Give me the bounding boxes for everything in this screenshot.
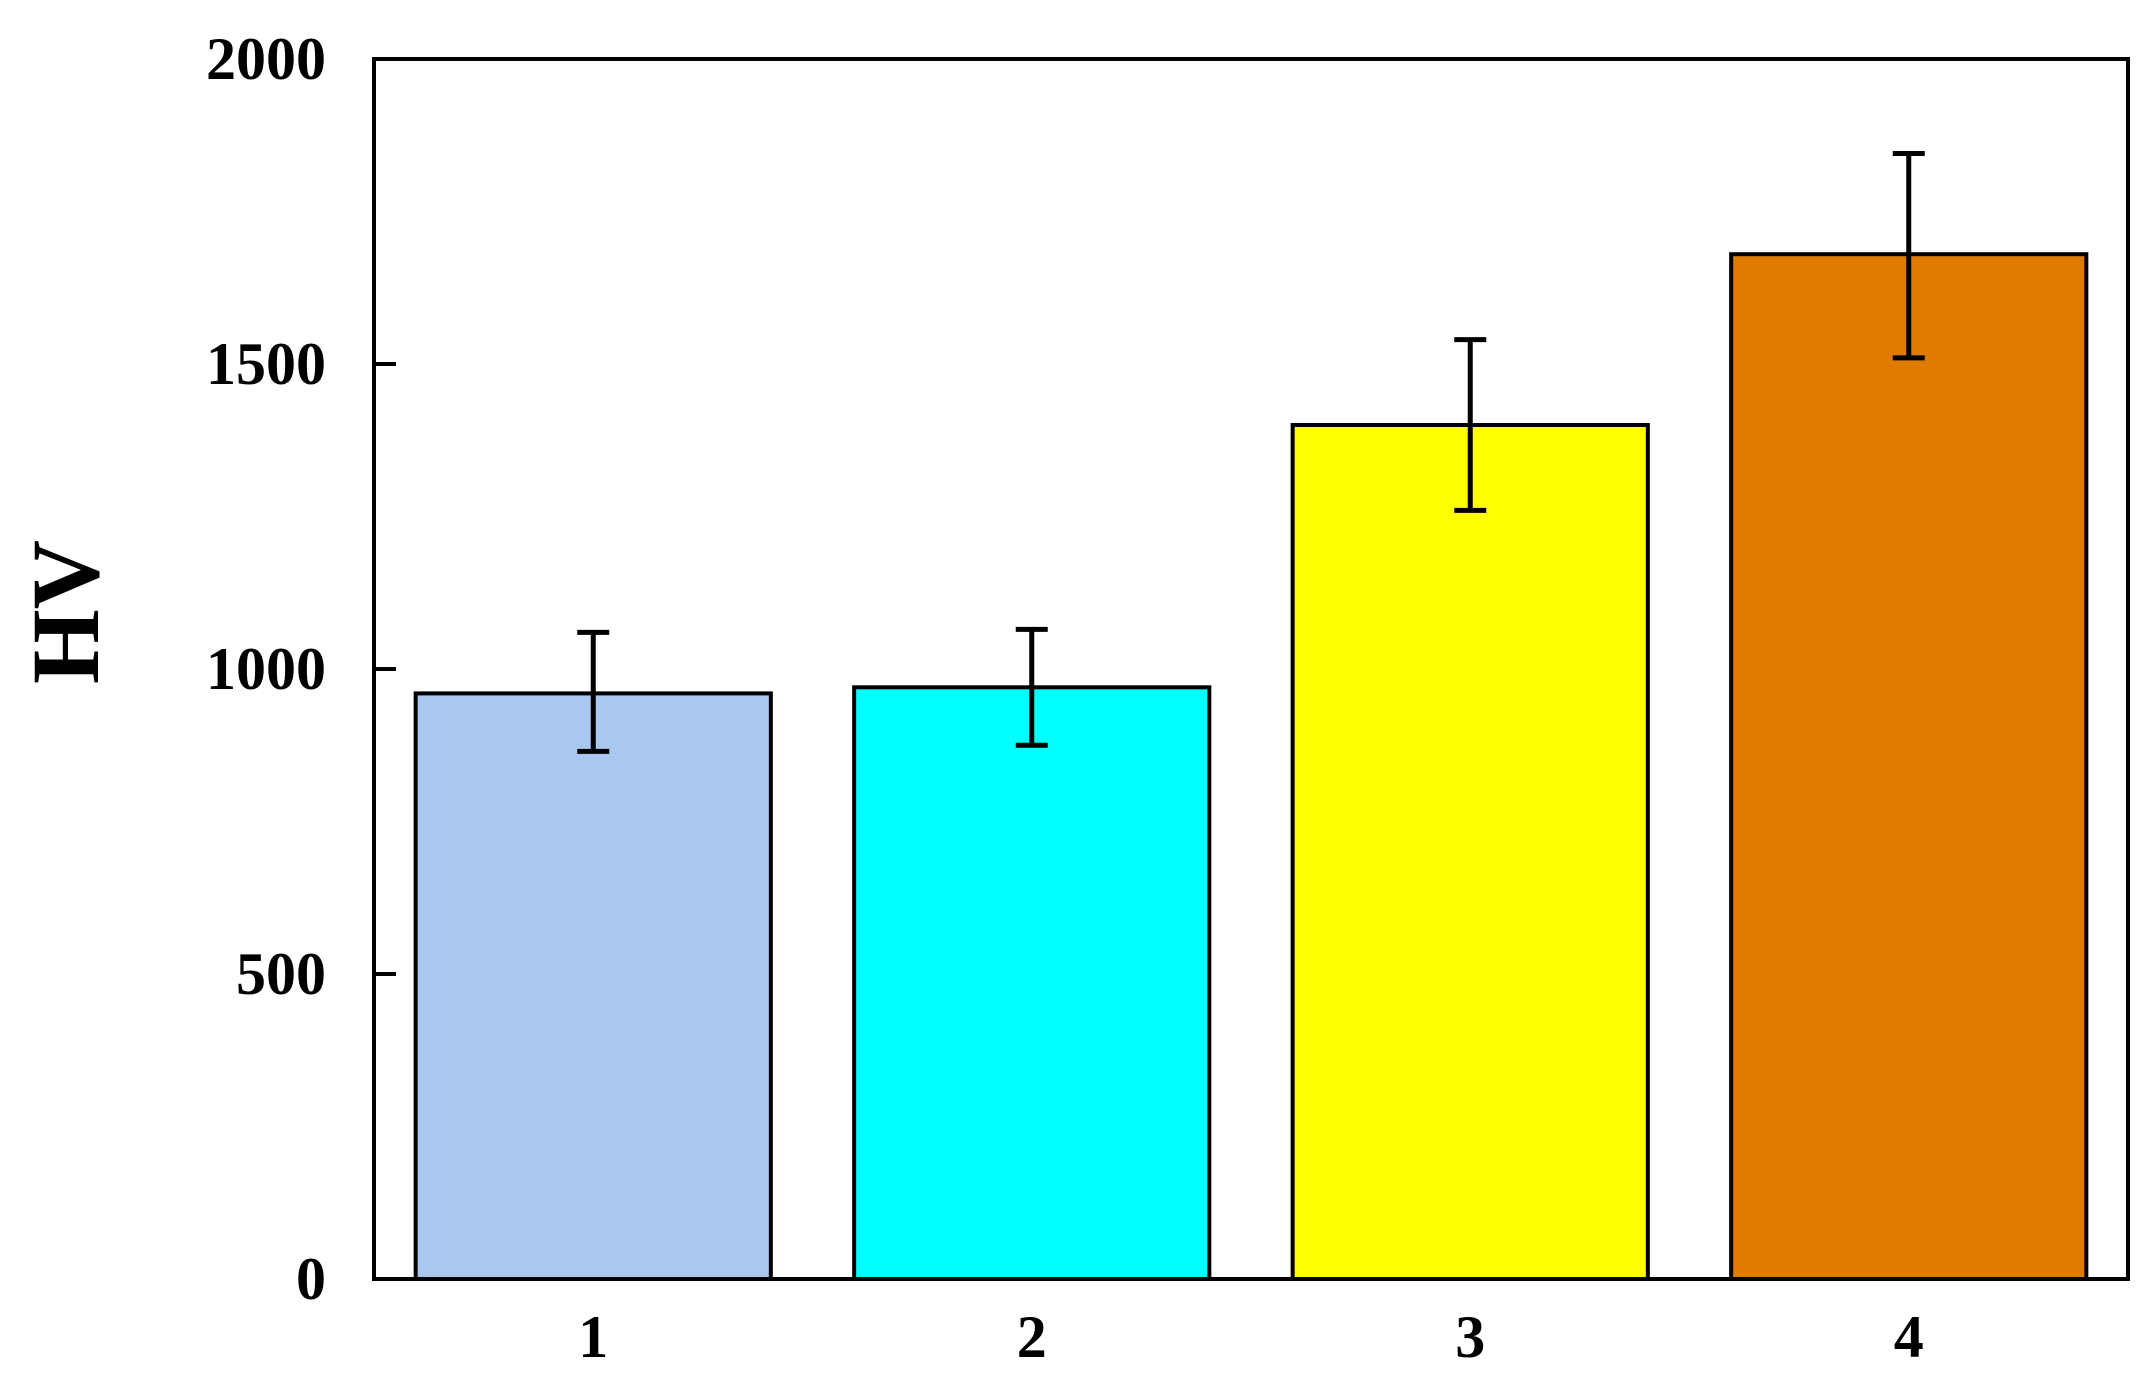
plot-frame [372, 57, 2130, 1281]
y-tick-label: 1500 [206, 331, 326, 397]
y-tick-label: 1000 [206, 636, 326, 702]
y-axis-title: HV [12, 540, 119, 684]
plot-area: 0 500 1000 1500 2000 1 2 3 4 [206, 26, 2089, 1370]
x-tick-label: 1 [578, 1304, 608, 1370]
y-tick-label: 500 [236, 941, 326, 1007]
y-tick-label: 0 [296, 1246, 326, 1312]
bar [1729, 252, 2089, 1282]
bar [852, 685, 1212, 1281]
x-tick-label: 4 [1894, 1304, 1924, 1370]
x-tick-label: 2 [1017, 1304, 1047, 1370]
bar [1290, 423, 1650, 1281]
y-tick-label: 2000 [206, 26, 326, 92]
x-tick-label: 3 [1455, 1304, 1485, 1370]
bar [413, 691, 773, 1281]
